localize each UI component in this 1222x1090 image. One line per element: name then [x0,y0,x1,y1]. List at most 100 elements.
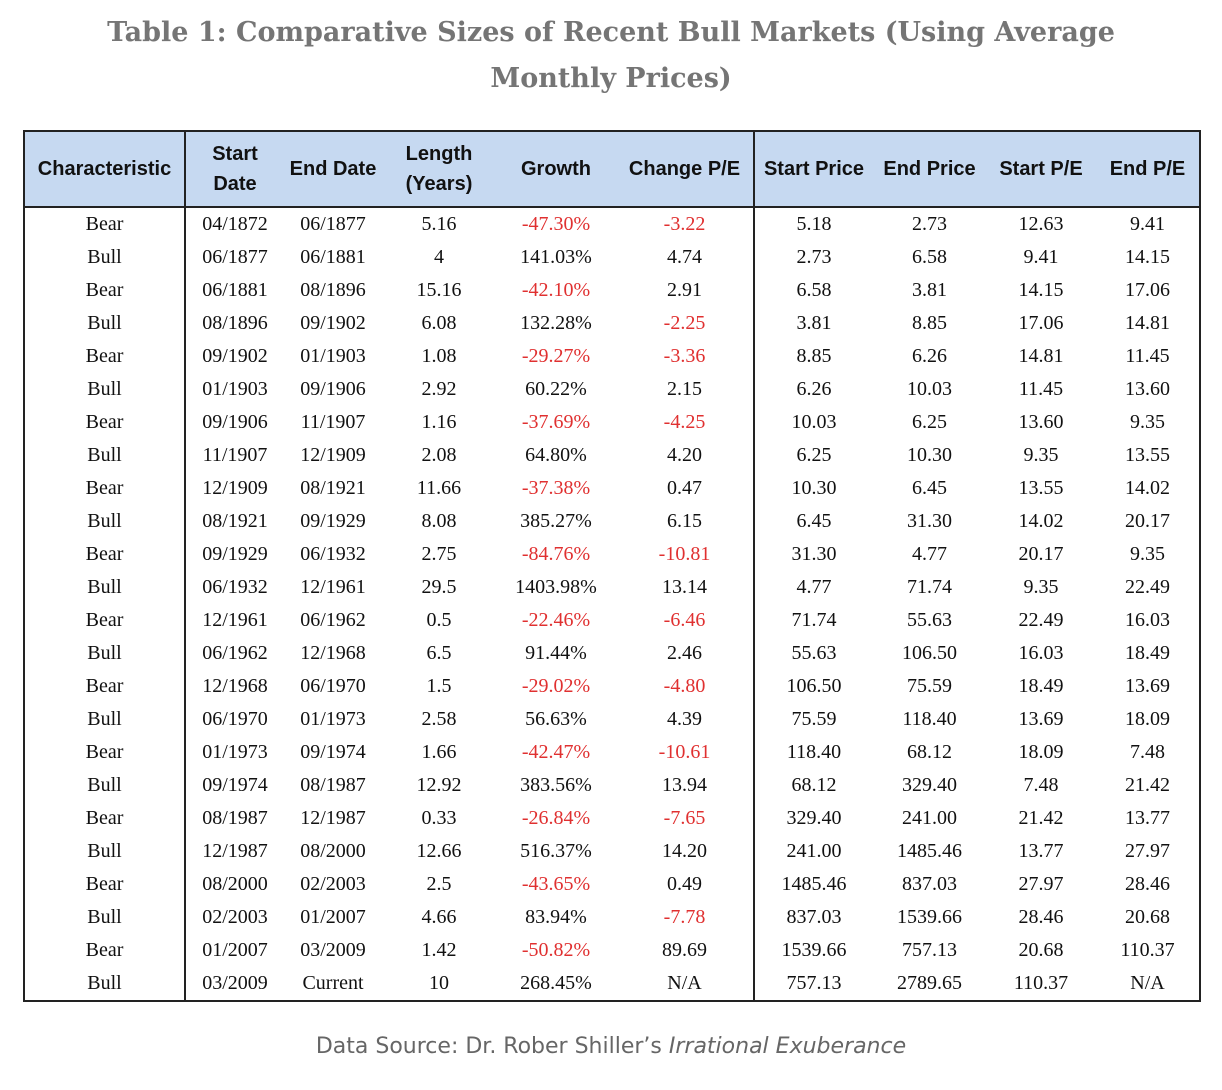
table-row: Bull 06/1970 01/1973 2.58 56.63% 4.39 75.59 118… [24,703,1200,736]
cell-growth: 83.94% [525,906,587,928]
cell-change-pe: 2.15 [616,373,755,406]
cell-end-price: 2789.65 [897,972,962,994]
table-row: Bull 08/1921 09/1929 8.08 385.27% 6.15 6.45 31.… [24,505,1200,538]
cell-end-pe: 22.49 [1125,576,1170,598]
cell-end-price: 837.03 [902,873,957,895]
cell-end-date: 11/1907 [300,411,366,433]
cell-length: 1.42 [421,939,457,961]
cell-start-pe: 13.55 [1018,477,1064,499]
cell-start-price: 2.73 [796,246,832,268]
cell-start-date: 02/2003 [202,906,268,928]
cell-length: 6.5 [426,642,452,664]
table-row: Bear 12/1968 06/1970 1.5 -29.02% -4.80 106.50 7… [24,670,1200,703]
cell-start-price: 329.40 [786,807,842,829]
cell-characteristic: Bull [24,769,186,802]
cell-end-date: 08/1896 [300,279,366,301]
data-table-container: Characteristic Start Date End Date Lengt… [23,130,1201,1002]
cell-start-pe: 14.15 [1018,279,1064,301]
cell-start-date: 09/1902 [202,345,268,367]
header-start-pe: Start P/E [986,131,1096,208]
cell-characteristic: Bull [24,835,186,868]
cell-start-price: 757.13 [786,972,842,994]
table-row: Bear 09/1902 01/1903 1.08 -29.27% -3.36 8.85 6.… [24,340,1200,373]
cell-start-date: 06/1877 [202,246,268,268]
cell-start-pe: 17.06 [1018,312,1064,334]
cell-growth: 91.44% [525,642,587,664]
table-row: Bull 03/2009 Current 10 268.45% N/A 757.13 2789… [24,967,1200,1001]
cell-start-pe: 28.46 [1018,906,1064,928]
cell-change-pe: 4.39 [616,703,755,736]
cell-growth: 268.45% [520,972,592,994]
cell-growth: 141.03% [520,246,592,268]
cell-characteristic: Bear [24,274,186,307]
header-end-pe: End P/E [1096,131,1200,208]
cell-start-price: 10.03 [791,411,837,433]
cell-start-date: 08/2000 [202,873,268,895]
header-end-date: End Date [284,131,382,208]
cell-start-price: 3.81 [796,312,832,334]
cell-start-pe: 27.97 [1018,873,1064,895]
cell-characteristic: Bear [24,207,186,241]
cell-start-pe: 20.17 [1018,543,1064,565]
cell-length: 5.16 [421,213,457,235]
cell-growth: 64.80% [525,444,587,466]
cell-growth: 385.27% [520,510,592,532]
cell-end-price: 31.30 [907,510,952,532]
cell-end-date: 09/1974 [300,741,366,763]
cell-characteristic: Bear [24,406,186,439]
cell-change-pe: 4.20 [616,439,755,472]
cell-change-pe: 6.15 [616,505,755,538]
cell-length: 8.08 [421,510,457,532]
cell-end-price: 241.00 [902,807,957,829]
cell-start-date: 08/1896 [202,312,268,334]
cell-start-price: 837.03 [786,906,842,928]
cell-end-pe: 18.09 [1125,708,1170,730]
cell-start-pe: 16.03 [1018,642,1064,664]
table-row: Bear 08/2000 02/2003 2.5 -43.65% 0.49 1485.46 8… [24,868,1200,901]
cell-end-pe: 7.48 [1130,741,1165,763]
cell-end-price: 10.30 [907,444,952,466]
cell-start-date: 06/1962 [202,642,268,664]
cell-end-pe: 14.15 [1125,246,1170,268]
cell-length: 10 [429,972,449,994]
cell-end-pe: 9.35 [1130,543,1165,565]
cell-start-pe: 13.69 [1018,708,1064,730]
cell-change-pe: 14.20 [616,835,755,868]
cell-start-date: 03/2009 [202,972,268,994]
cell-length: 2.75 [421,543,457,565]
cell-end-date: 12/1987 [300,807,366,829]
cell-end-pe: 28.46 [1125,873,1170,895]
cell-start-pe: 21.42 [1018,807,1064,829]
cell-start-price: 6.26 [796,378,832,400]
table-row: Bear 09/1906 11/1907 1.16 -37.69% -4.25 10.03 6… [24,406,1200,439]
cell-change-pe: -10.81 [616,538,755,571]
table-row: Bear 04/1872 06/1877 5.16 -47.30% -3.22 5.18 2.… [24,207,1200,241]
cell-end-date: Current [302,972,364,994]
table-row: Bull 06/1877 06/1881 4 141.03% 4.74 2.73 6.58 9.… [24,241,1200,274]
cell-start-price: 75.59 [791,708,837,730]
table-row: Bull 11/1907 12/1909 2.08 64.80% 4.20 6.25 10.3… [24,439,1200,472]
header-length: Length (Years) [382,131,496,208]
cell-start-date: 09/1974 [202,774,268,796]
table-body: Bear 04/1872 06/1877 5.16 -47.30% -3.22 5.18 2.… [24,207,1200,1001]
cell-growth: 56.63% [525,708,587,730]
cell-growth: -84.76% [521,543,591,565]
cell-growth: 60.22% [525,378,587,400]
bull-bear-markets-table: Characteristic Start Date End Date Lengt… [23,130,1201,1002]
cell-start-pe: 18.49 [1018,675,1064,697]
cell-length: 4 [434,246,444,268]
cell-length: 2.08 [421,444,457,466]
cell-end-date: 06/1962 [300,609,366,631]
cell-start-pe: 9.41 [1023,246,1059,268]
table-row: Bear 08/1987 12/1987 0.33 -26.84% -7.65 329.40… [24,802,1200,835]
cell-end-date: 02/2003 [300,873,366,895]
cell-start-pe: 9.35 [1023,576,1059,598]
cell-end-price: 6.25 [912,411,947,433]
cell-length: 1.66 [421,741,457,763]
cell-characteristic: Bear [24,604,186,637]
cell-characteristic: Bull [24,439,186,472]
cell-characteristic: Bull [24,901,186,934]
cell-growth: -37.38% [521,477,591,499]
cell-end-date: 01/1973 [300,708,366,730]
cell-end-date: 01/1903 [300,345,366,367]
